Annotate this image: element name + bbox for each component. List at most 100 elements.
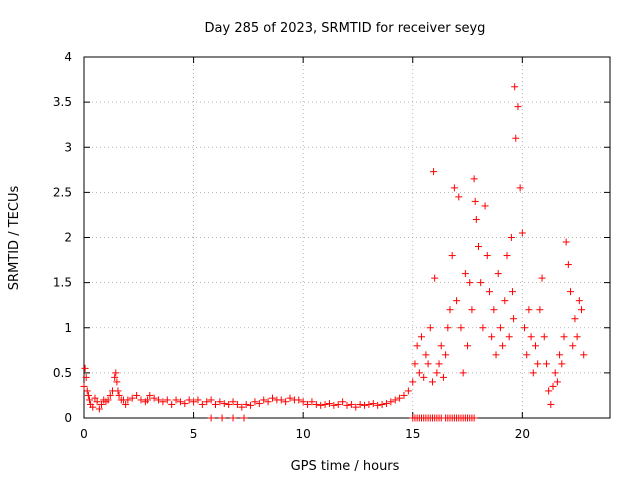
data-point: [485, 288, 493, 296]
data-point: [194, 396, 202, 404]
data-point: [411, 360, 419, 368]
data-point: [567, 288, 575, 296]
data-point: [343, 401, 351, 409]
data-point: [499, 342, 507, 350]
data-point: [481, 202, 489, 210]
x-tick-label: 20: [515, 427, 530, 441]
x-tick-label: 15: [405, 427, 420, 441]
y-axis-label: SRMTID / TECUs: [7, 186, 22, 291]
y-tick-label: 0: [64, 411, 72, 425]
data-point: [455, 193, 463, 201]
y-tick-label: 0.5: [53, 366, 72, 380]
y-tick-label: 2.5: [53, 185, 72, 199]
data-point: [545, 387, 553, 395]
data-point: [81, 364, 89, 372]
data-point: [501, 297, 509, 305]
data-point: [277, 396, 285, 404]
data-point: [150, 394, 158, 402]
data-point: [163, 396, 171, 404]
data-point: [295, 396, 303, 404]
data-point: [433, 369, 441, 377]
data-point: [155, 396, 163, 404]
data-point: [361, 401, 369, 409]
data-point: [229, 414, 237, 422]
data-point: [321, 400, 329, 408]
data-point: [83, 387, 91, 395]
data-point: [198, 400, 206, 408]
data-point: [93, 398, 101, 406]
data-point: [225, 400, 233, 408]
data-point: [464, 342, 472, 350]
data-point: [534, 360, 542, 368]
data-point: [286, 394, 294, 402]
data-point: [308, 398, 316, 406]
chart-title: Day 285 of 2023, SRMTID for receiver sey…: [205, 21, 486, 36]
data-point: [312, 400, 320, 408]
x-tick-label: 0: [80, 427, 88, 441]
data-point: [444, 324, 452, 332]
data-point: [428, 378, 436, 386]
data-point: [365, 400, 373, 408]
data-point: [347, 400, 355, 408]
data-point: [540, 333, 548, 341]
data-point: [400, 391, 408, 399]
data-point: [508, 288, 516, 296]
data-point: [569, 342, 577, 350]
axis-tick-labels: 0 5 10 15 20 0 0.5 1 1.5 2 2.5 3 3.5 4: [53, 50, 530, 441]
data-point: [510, 315, 518, 323]
data-point: [185, 396, 193, 404]
data-point: [374, 401, 382, 409]
data-point: [578, 306, 586, 314]
data-point: [453, 297, 461, 305]
data-point: [146, 391, 154, 399]
data-point: [84, 391, 92, 399]
data-point: [137, 396, 145, 404]
grid: [84, 57, 610, 418]
data-point: [580, 351, 588, 359]
data-point: [547, 400, 555, 408]
data-point: [396, 394, 404, 402]
data-point: [573, 333, 581, 341]
data-point: [538, 274, 546, 282]
data-point: [159, 398, 167, 406]
data-point: [330, 401, 338, 409]
data-point: [387, 398, 395, 406]
data-point: [471, 197, 479, 205]
data-point: [112, 369, 120, 377]
data-point: [144, 396, 152, 404]
data-point: [431, 274, 439, 282]
data-point: [220, 400, 228, 408]
data-point: [512, 134, 520, 142]
data-point: [128, 394, 136, 402]
data-point: [536, 306, 544, 314]
data-point: [264, 398, 272, 406]
data-point: [207, 396, 215, 404]
data-point: [496, 324, 504, 332]
data-point: [207, 414, 215, 422]
data-point: [415, 369, 423, 377]
data-point: [525, 306, 533, 314]
data-point: [459, 369, 467, 377]
y-tick-label: 3.5: [53, 95, 72, 109]
data-point: [212, 400, 219, 408]
data-point: [247, 401, 255, 409]
data-point: [529, 369, 537, 377]
data-point: [439, 373, 447, 381]
data-point: [472, 215, 480, 223]
data-point: [238, 403, 246, 411]
data-point: [575, 297, 583, 305]
data-point: [466, 279, 474, 287]
data-point: [409, 378, 417, 386]
data-point: [268, 394, 276, 402]
data-point: [317, 401, 325, 409]
data-point: [85, 396, 93, 404]
data-point: [553, 378, 561, 386]
data-point: [468, 306, 476, 314]
data-point: [80, 382, 88, 390]
data-point: [446, 306, 454, 314]
data-point: [356, 400, 364, 408]
data-point: [448, 252, 456, 260]
data-point: [216, 398, 224, 406]
data-point: [203, 398, 211, 406]
